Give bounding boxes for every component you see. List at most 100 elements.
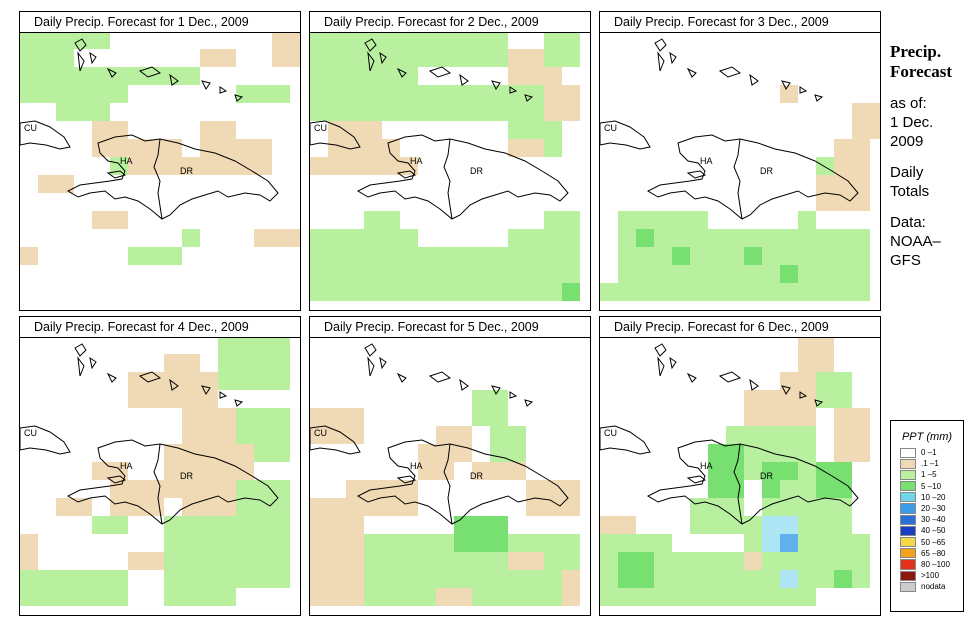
legend-swatch bbox=[900, 559, 916, 570]
precip-cell bbox=[600, 516, 636, 534]
legend-label: >100 bbox=[921, 571, 940, 581]
precip-cell bbox=[20, 67, 128, 103]
bahamas-island bbox=[654, 343, 667, 357]
map-label-dr: DR bbox=[760, 166, 773, 176]
precip-cell bbox=[236, 139, 272, 175]
precip-cell bbox=[92, 516, 128, 534]
precip-cell bbox=[780, 534, 798, 552]
precip-cell bbox=[92, 211, 128, 229]
precip-cell bbox=[182, 229, 200, 247]
precip-cell bbox=[310, 31, 418, 85]
bahamas-island bbox=[524, 94, 534, 102]
cuba-coastline bbox=[310, 425, 361, 455]
precip-cell bbox=[562, 570, 580, 606]
precip-cell bbox=[128, 67, 200, 85]
precip-cell bbox=[544, 211, 580, 229]
bahamas-island bbox=[749, 378, 759, 391]
data-source-label: Data: bbox=[890, 214, 926, 231]
legend-label: 0 –1 bbox=[921, 448, 937, 458]
hispaniola-coastline bbox=[66, 134, 279, 220]
legend-item: 0 –1 bbox=[900, 447, 963, 458]
precip-cell bbox=[618, 552, 654, 588]
precip-cell bbox=[472, 462, 526, 480]
precip-cell bbox=[200, 121, 236, 175]
bahamas-island bbox=[396, 67, 407, 78]
bahamas-island bbox=[718, 66, 742, 78]
bahamas-island bbox=[459, 73, 469, 86]
map-label-cu: CU bbox=[24, 123, 37, 133]
data-source-line1: NOAA– bbox=[890, 233, 941, 250]
coastline-layer bbox=[310, 343, 569, 525]
bahamas-island bbox=[77, 356, 85, 377]
legend-item: 80 –100 bbox=[900, 559, 963, 570]
hispaniola-coastline bbox=[646, 439, 859, 525]
haiti-dr-border bbox=[733, 138, 743, 220]
bahamas-island bbox=[201, 80, 211, 90]
bahamas-island bbox=[718, 371, 742, 383]
bahamas-island bbox=[491, 385, 501, 395]
precip-cell bbox=[310, 498, 346, 516]
bahamas-island bbox=[781, 385, 791, 395]
precip-cell bbox=[218, 336, 290, 390]
haiti-dr-border bbox=[443, 443, 453, 525]
legend-swatch bbox=[900, 447, 916, 458]
precip-cell bbox=[128, 247, 182, 265]
panel-title-dec1: Daily Precip. Forecast for 1 Dec., 2009 bbox=[19, 11, 301, 33]
legend-swatch bbox=[900, 537, 916, 548]
bahamas-island bbox=[396, 372, 407, 383]
precip-map-dec2: CU HA DR bbox=[310, 31, 580, 301]
precip-cell bbox=[798, 211, 816, 229]
bahamas-island bbox=[379, 356, 387, 370]
legend-title: PPT (mm) bbox=[901, 431, 953, 443]
asof-label: as of: bbox=[890, 95, 927, 112]
legend-swatch bbox=[900, 492, 916, 503]
legend-label: nodata bbox=[921, 582, 946, 592]
precip-cell bbox=[164, 354, 200, 408]
totals-line1: Daily bbox=[890, 164, 924, 181]
bahamas-island bbox=[367, 356, 375, 377]
precip-cell bbox=[744, 390, 798, 426]
hispaniola-coastline bbox=[646, 134, 859, 220]
hispaniola-coastline bbox=[356, 134, 569, 220]
precip-cell bbox=[254, 229, 300, 247]
gonave-island bbox=[396, 475, 417, 484]
legend-label: 40 –50 bbox=[921, 526, 946, 536]
legend-item: 65 –80 bbox=[900, 548, 963, 559]
precip-cell bbox=[834, 139, 870, 175]
data-source-line2: GFS bbox=[890, 252, 921, 269]
precip-cell bbox=[92, 462, 128, 480]
cuba-coastline bbox=[310, 120, 361, 150]
bahamas-island bbox=[234, 399, 244, 407]
side-title-line2: Forecast bbox=[890, 62, 952, 81]
cuba-coastline bbox=[600, 120, 651, 150]
panel-title-dec4: Daily Precip. Forecast for 4 Dec., 2009 bbox=[19, 316, 301, 338]
precip-cell bbox=[852, 103, 880, 139]
precip-cell bbox=[56, 498, 92, 516]
precip-cell bbox=[544, 31, 580, 67]
bahamas-island bbox=[749, 73, 759, 86]
legend-swatch bbox=[900, 481, 916, 492]
forecast-panel-dec5: CU HA DR bbox=[309, 335, 591, 616]
precip-map-dec5: CU HA DR bbox=[310, 343, 580, 606]
bahamas-island bbox=[686, 67, 697, 78]
legend-rows: 0 –1.1 –1 1 –5 5 –10 10 –20 20 –30 30 –40 40 –… bbox=[891, 447, 963, 592]
legend-label: 80 –100 bbox=[921, 559, 950, 569]
map-label-dr: DR bbox=[470, 471, 483, 481]
bahamas-island bbox=[781, 80, 791, 90]
precip-cell bbox=[364, 211, 400, 229]
precip-map-dec1: CU HA DR bbox=[20, 31, 300, 265]
legend-label: 1 –5 bbox=[921, 470, 937, 480]
map-label-cu: CU bbox=[604, 123, 617, 133]
precip-cell bbox=[780, 570, 798, 588]
haiti-dr-border bbox=[153, 443, 163, 525]
precip-map-dec6: CU HA DR bbox=[600, 336, 870, 606]
precip-cell bbox=[544, 85, 580, 121]
precip-cell bbox=[164, 516, 236, 606]
precip-cell bbox=[708, 444, 744, 498]
legend-swatch bbox=[900, 525, 916, 536]
forecast-panel-dec4: CU HA DR bbox=[19, 335, 301, 616]
precip-cell bbox=[834, 570, 852, 588]
legend-item: 20 –30 bbox=[900, 503, 963, 514]
precip-cell bbox=[20, 247, 38, 265]
precip-cell bbox=[272, 31, 300, 67]
